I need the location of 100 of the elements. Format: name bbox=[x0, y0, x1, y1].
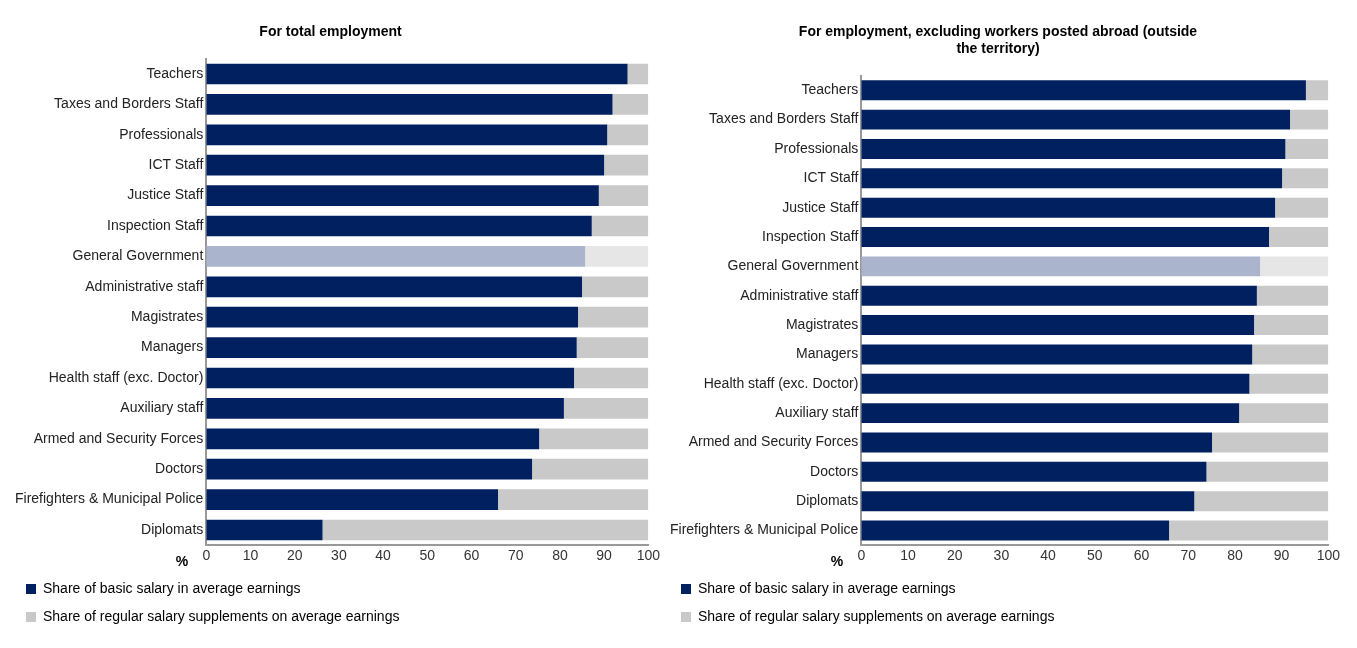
x-tick-label: 10 bbox=[900, 547, 916, 564]
y-tick-label: Inspection Staff bbox=[107, 216, 204, 233]
x-tick-label: 90 bbox=[1273, 547, 1290, 564]
bar bbox=[206, 154, 605, 176]
bar bbox=[1249, 373, 1329, 394]
y-tick-label: Professionals bbox=[119, 125, 204, 142]
chart-title: For employment, excluding workers posted abroad (outside the territory) bbox=[798, 23, 1198, 57]
x-tick-label: 50 bbox=[419, 547, 436, 564]
y-tick-label: Armed and Security Forces bbox=[688, 433, 859, 450]
y-tick-label: Administrative staff bbox=[85, 277, 204, 294]
x-tick-label: 70 bbox=[1180, 547, 1197, 564]
bar bbox=[607, 124, 649, 146]
bar bbox=[861, 491, 1195, 512]
x-tick-label: 60 bbox=[1133, 547, 1150, 564]
bar bbox=[1260, 256, 1329, 277]
y-tick-label: Justice Staff bbox=[127, 186, 204, 203]
bar bbox=[206, 489, 499, 510]
x-tick-label: 30 bbox=[993, 547, 1010, 564]
bar bbox=[861, 80, 1306, 101]
y-tick-label: Doctors bbox=[810, 462, 859, 479]
bar bbox=[206, 337, 577, 358]
y-tick-label: Auxiliary staff bbox=[775, 403, 859, 420]
y-tick-label: Administrative staff bbox=[740, 286, 859, 303]
y-tick-label: ICT Staff bbox=[803, 169, 859, 186]
x-axis-title: % bbox=[175, 553, 189, 570]
bar bbox=[206, 94, 613, 115]
bar bbox=[861, 256, 1261, 277]
y-tick-label: Inspection Staff bbox=[762, 227, 859, 244]
bar bbox=[206, 124, 608, 146]
legend-label: Share of basic salary in average earnings bbox=[698, 579, 956, 596]
y-tick-label: Diplomats bbox=[796, 492, 859, 509]
bar bbox=[861, 520, 1170, 541]
x-tick-label: 100 bbox=[636, 547, 661, 564]
y-tick-label: Magistrates bbox=[130, 308, 204, 325]
bar bbox=[576, 337, 649, 358]
bar bbox=[1285, 139, 1329, 159]
bar bbox=[591, 215, 649, 237]
bar bbox=[574, 367, 649, 389]
bar bbox=[1269, 227, 1329, 247]
bar bbox=[604, 154, 649, 176]
bar bbox=[861, 109, 1291, 130]
y-tick-label: General Government bbox=[727, 257, 859, 274]
bar bbox=[1290, 109, 1329, 130]
x-tick-label: 70 bbox=[507, 547, 524, 564]
bar bbox=[861, 461, 1207, 482]
bar bbox=[612, 94, 649, 115]
x-tick-label: 50 bbox=[1087, 547, 1103, 564]
bar bbox=[1305, 80, 1329, 101]
y-tick-label: Armed and Security Forces bbox=[33, 429, 204, 446]
bar bbox=[861, 197, 1276, 218]
bar bbox=[1275, 197, 1329, 218]
bar bbox=[1239, 403, 1329, 424]
bar bbox=[206, 246, 586, 267]
bar bbox=[598, 185, 649, 206]
x-tick-label: 0 bbox=[857, 547, 866, 564]
x-tick-label: 10 bbox=[242, 547, 259, 564]
bar bbox=[1282, 168, 1329, 189]
y-tick-label: Managers bbox=[141, 338, 204, 355]
bar bbox=[563, 398, 649, 419]
y-tick-label: Firefighters & Municipal Police bbox=[15, 490, 204, 507]
bar bbox=[539, 428, 649, 450]
x-tick-label: 100 bbox=[1316, 547, 1341, 564]
bar bbox=[861, 344, 1253, 365]
x-tick-label: 20 bbox=[286, 547, 303, 564]
y-tick-label: Managers bbox=[796, 345, 859, 362]
bar bbox=[861, 315, 1255, 336]
y-tick-label: Firefighters & Municipal Police bbox=[670, 521, 859, 538]
bar bbox=[1212, 432, 1329, 453]
y-tick-label: Diplomats bbox=[141, 520, 204, 537]
bar bbox=[206, 306, 579, 328]
legend-label: Share of regular salary supplements on average earnings bbox=[698, 607, 1055, 624]
y-tick-label: Auxiliary staff bbox=[120, 399, 204, 416]
bar bbox=[861, 403, 1240, 424]
bar bbox=[578, 306, 649, 328]
x-tick-label: 0 bbox=[202, 547, 211, 564]
y-tick-label: Magistrates bbox=[785, 315, 859, 332]
x-tick-label: 80 bbox=[552, 547, 568, 564]
x-axis-title: % bbox=[830, 553, 844, 570]
bar bbox=[206, 458, 533, 480]
bar bbox=[322, 519, 649, 541]
legend-label: Share of regular salary supplements on average earnings bbox=[43, 607, 400, 624]
bar bbox=[206, 519, 323, 541]
y-tick-label: General Government bbox=[72, 247, 204, 264]
bar bbox=[206, 215, 592, 237]
bar bbox=[861, 432, 1213, 453]
y-tick-label: Taxes and Borders Staff bbox=[709, 110, 859, 127]
bar bbox=[206, 185, 599, 206]
chart-title: For total employment bbox=[259, 23, 402, 40]
y-tick-label: Taxes and Borders Staff bbox=[54, 95, 204, 112]
x-tick-label: 40 bbox=[375, 547, 392, 564]
y-tick-label: Doctors bbox=[155, 460, 204, 477]
bar bbox=[861, 168, 1283, 189]
bar bbox=[206, 63, 628, 85]
y-tick-label: Health staff (exc. Doctor) bbox=[703, 374, 859, 391]
bar bbox=[861, 139, 1286, 159]
bar bbox=[627, 63, 649, 85]
bar bbox=[1194, 491, 1329, 512]
bar bbox=[206, 367, 575, 389]
bar bbox=[532, 458, 649, 480]
legend-label: Share of basic salary in average earnings bbox=[43, 579, 301, 596]
